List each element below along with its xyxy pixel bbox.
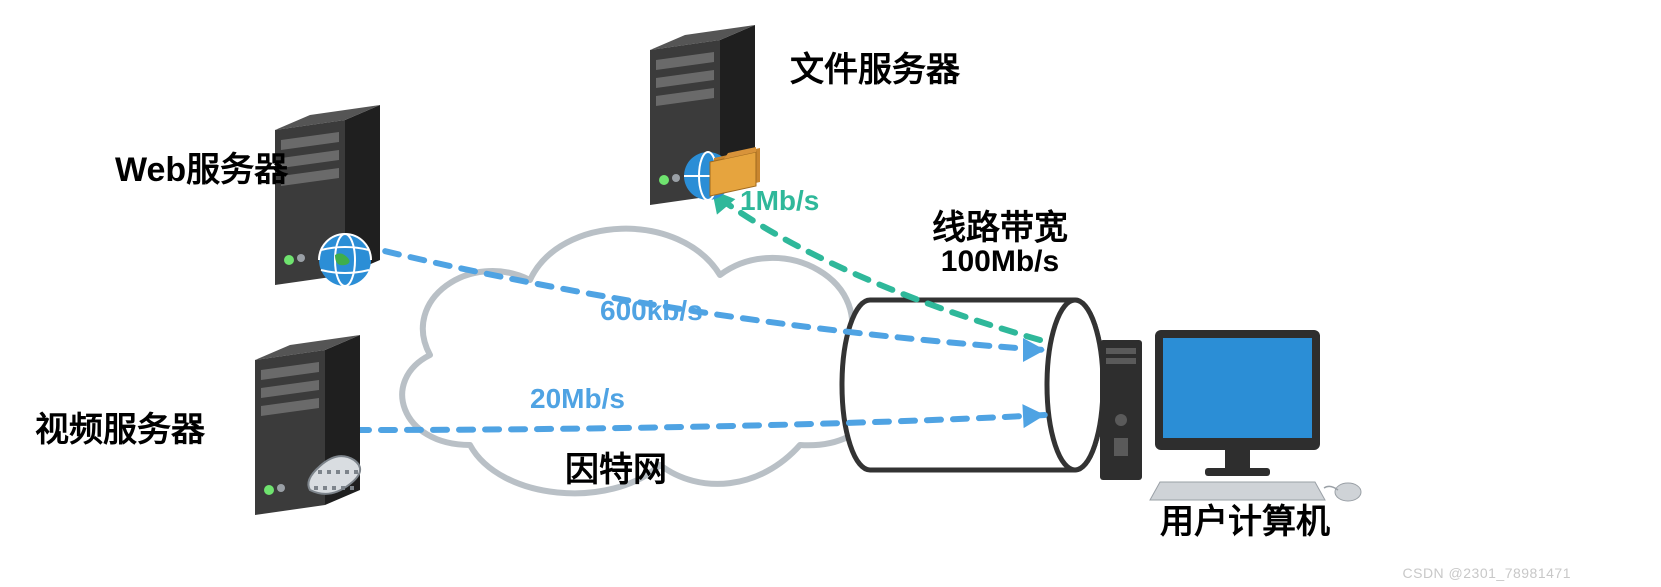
rate-web_to_pc: 600kb/s <box>600 295 703 326</box>
file-server-label: 文件服务器 <box>790 42 960 91</box>
pipe-cylinder <box>842 300 1103 470</box>
user-computer-icon <box>1100 330 1361 501</box>
bandwidth-value: 100Mb/s <box>850 245 1150 279</box>
web-server-label: Web服务器 <box>115 142 288 191</box>
rate-video_to_pc: 20Mb/s <box>530 383 625 414</box>
web-server-icon <box>275 105 380 286</box>
rate-pc_to_file: 1Mb/s <box>740 185 819 216</box>
video-server-icon <box>255 335 360 515</box>
watermark: CSDN @2301_78981471 <box>1403 565 1572 581</box>
video-server-label: 视频服务器 <box>35 402 205 451</box>
computer-label: 用户计算机 <box>1160 494 1330 543</box>
cloud-label: 因特网 <box>565 442 667 491</box>
file-server-icon <box>650 25 760 205</box>
bandwidth-title: 线路带宽 <box>850 200 1150 249</box>
